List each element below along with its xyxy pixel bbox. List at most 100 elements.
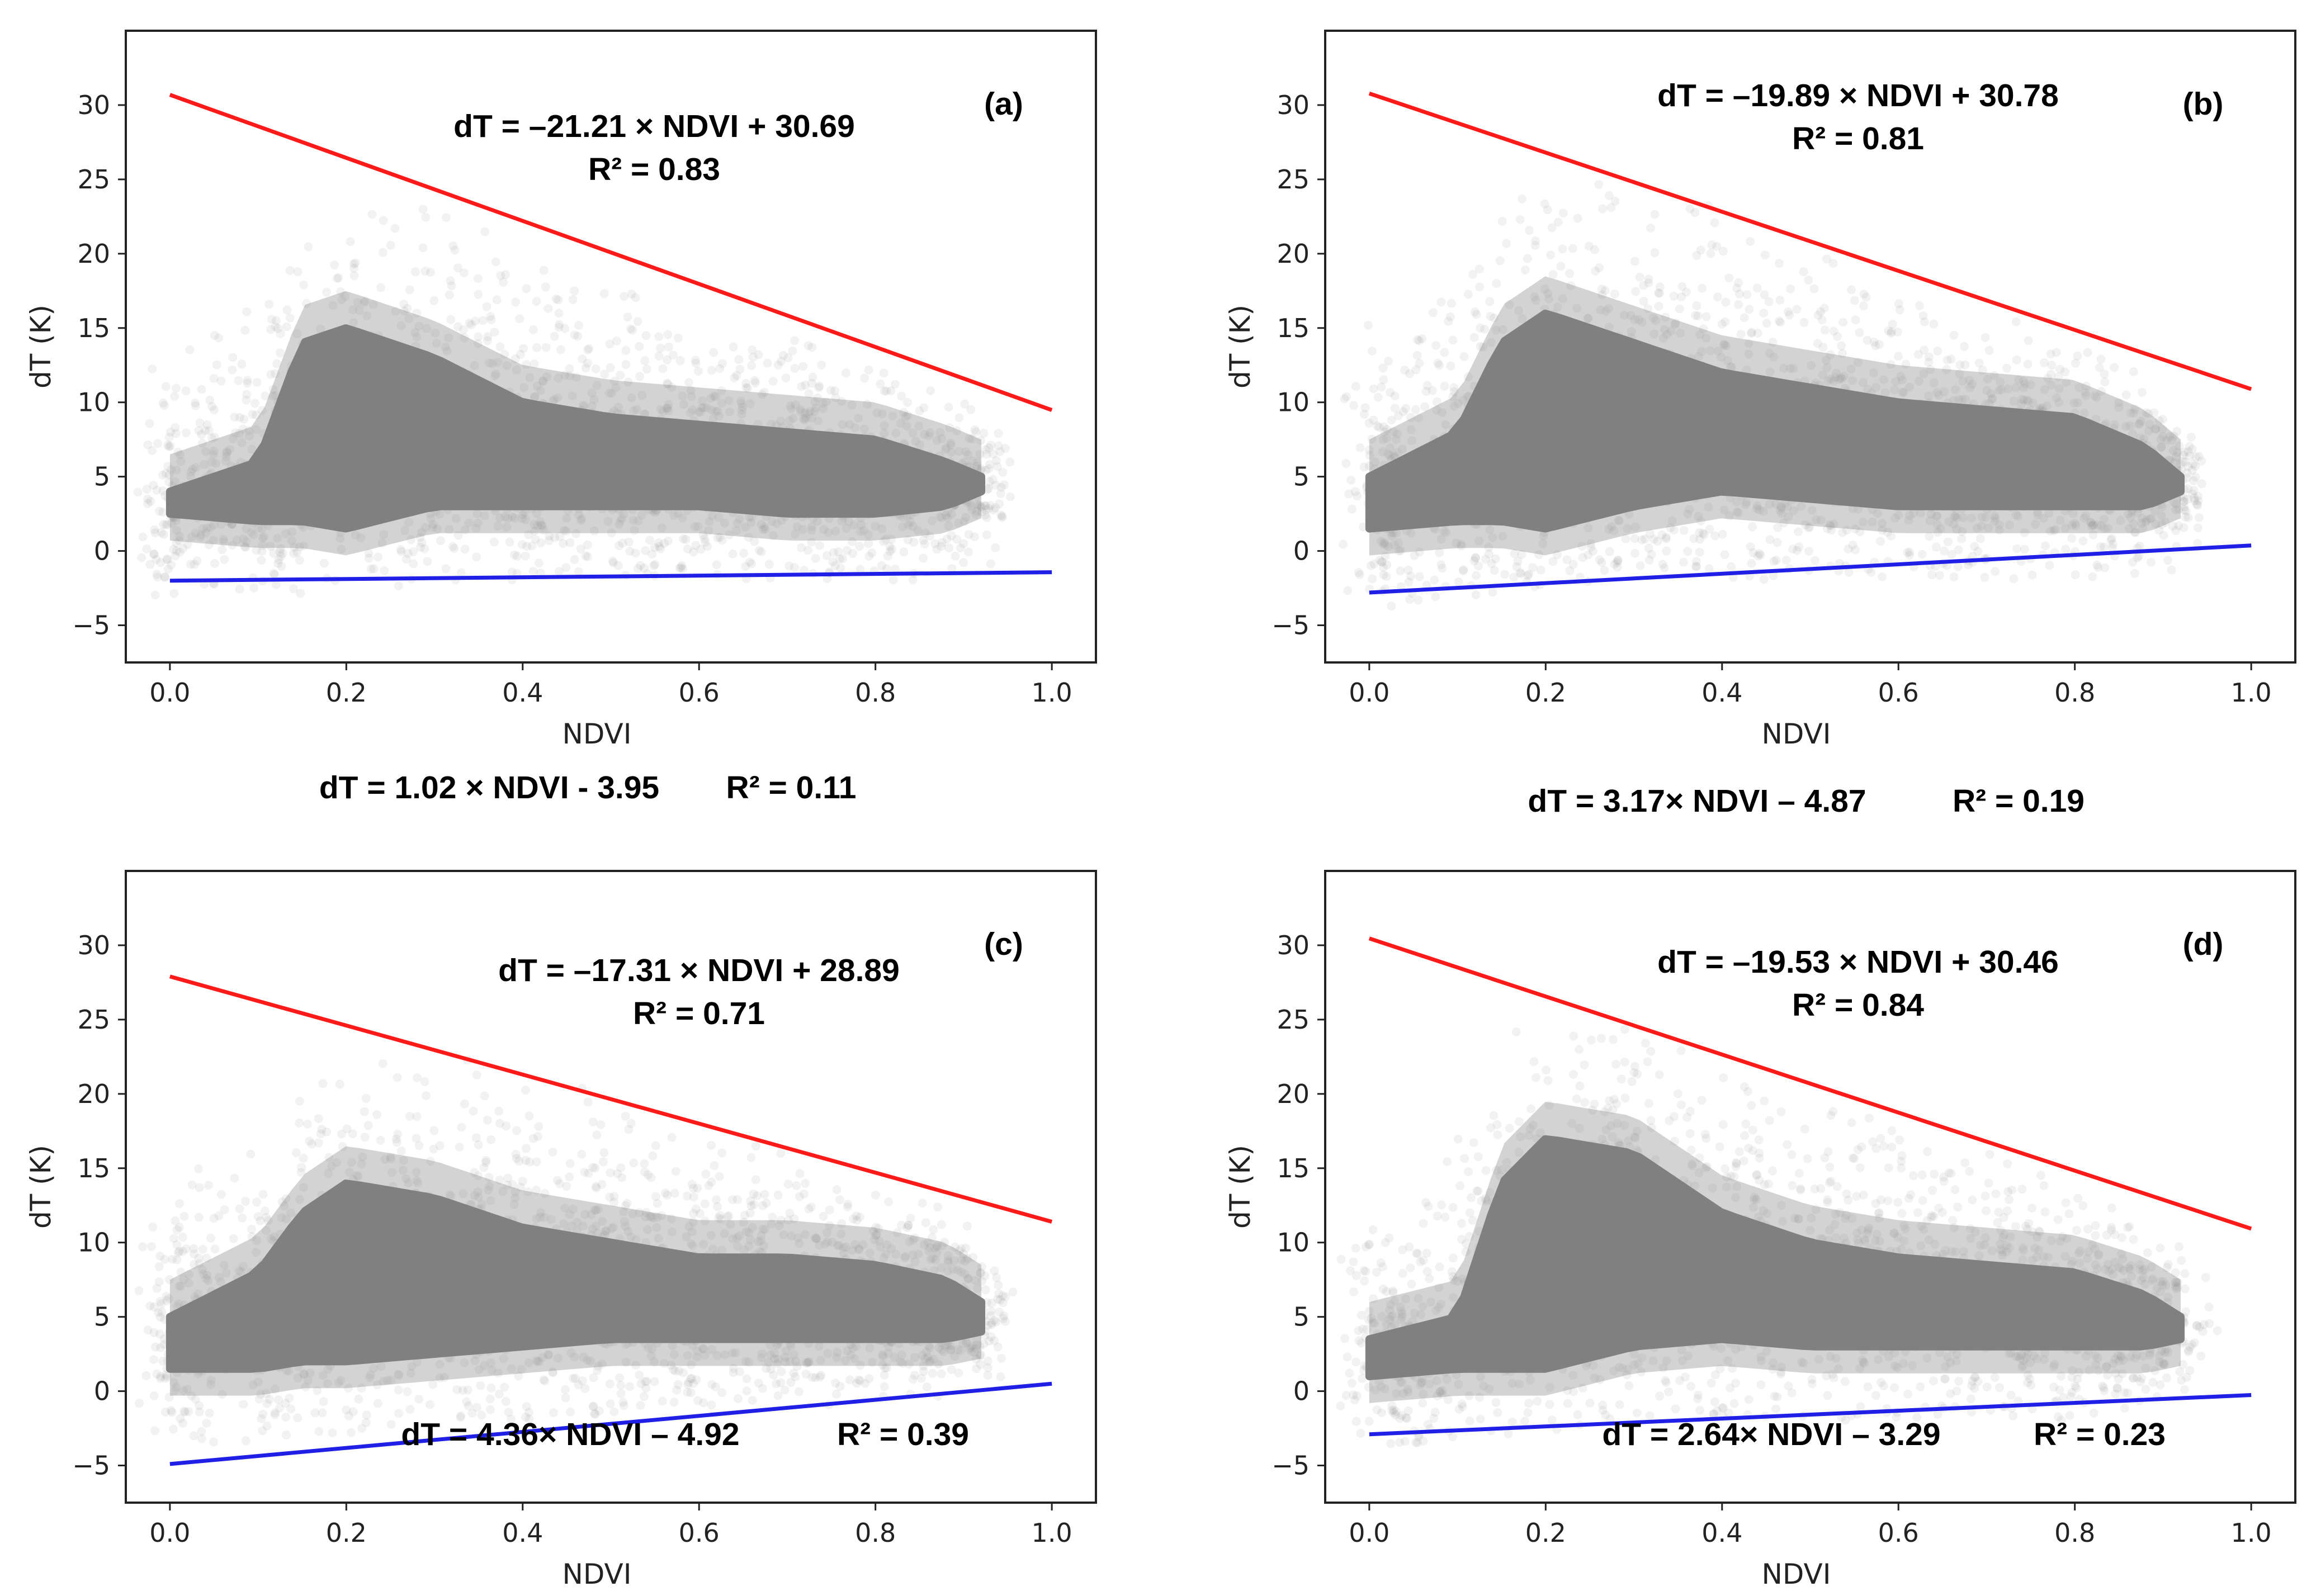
- scatter-points: [1336, 1025, 2222, 1448]
- lower-fit-r2: R² = 0.39: [837, 1417, 969, 1452]
- lower-fit-line: [169, 570, 1052, 583]
- lower-fit-equation: dT = 4.36× NDVI – 4.92: [401, 1417, 739, 1452]
- x-tick-label: 0.2: [326, 1518, 367, 1548]
- y-tick-label: 5: [94, 1302, 110, 1332]
- scatter-density-core: [1365, 309, 2185, 533]
- y-tick-label: 30: [1277, 930, 1310, 960]
- y-tick-label: 10: [1277, 387, 1310, 418]
- y-axis-label: dT (K): [1224, 1145, 1256, 1229]
- upper-fit-r2: R² = 0.84: [1792, 987, 1924, 1023]
- x-tick-label: 0.6: [1878, 1518, 1919, 1548]
- x-tick-label: 0.6: [679, 678, 720, 708]
- y-tick-label: 30: [1277, 90, 1310, 120]
- upper-fit-equation: dT = –19.89 × NDVI + 30.78: [1657, 78, 2059, 113]
- x-tick-label: 0.0: [1349, 1518, 1389, 1548]
- x-axis-label: NDVI: [1762, 718, 1831, 750]
- upper-fit-r2: R² = 0.83: [588, 151, 720, 187]
- y-tick-label: 15: [1277, 313, 1310, 343]
- x-tick-label: 1.0: [2231, 678, 2272, 708]
- scatter-density-core: [1365, 1135, 2185, 1380]
- y-tick-label: 10: [77, 1228, 110, 1258]
- x-tick-label: 0.8: [2054, 1518, 2095, 1548]
- lower-fit-r2: R² = 0.23: [2034, 1417, 2166, 1452]
- x-tick-label: 0.6: [1878, 678, 1919, 708]
- plot-frame: [1324, 30, 2296, 664]
- x-tick-label: 0.4: [1701, 1518, 1742, 1548]
- y-tick-label: 5: [1293, 462, 1310, 492]
- lower-fit-equation: dT = 1.02 × NDVI - 3.95: [319, 770, 659, 806]
- lower-fit-line: [1369, 543, 2252, 595]
- y-tick-label: 20: [77, 1079, 110, 1109]
- y-tick-label: 0: [94, 1376, 110, 1406]
- y-tick-label: 15: [77, 1153, 110, 1183]
- lower-fit-line: [169, 1381, 1052, 1466]
- y-tick-label: 0: [94, 536, 110, 566]
- x-tick-label: 0.4: [502, 1518, 543, 1548]
- scatter-density-core: [166, 324, 985, 533]
- x-tick-label: 0.8: [855, 1518, 896, 1548]
- y-tick-label: 15: [1277, 1153, 1310, 1183]
- x-tick-label: 0.4: [502, 678, 543, 708]
- y-axis-label: dT (K): [1224, 305, 1256, 389]
- x-tick-label: 0.8: [855, 678, 896, 708]
- y-tick-label: 25: [1277, 1005, 1310, 1035]
- panel-label: (d): [2183, 926, 2224, 962]
- y-tick-label: 15: [77, 313, 110, 343]
- chart-panel-b: 0.0 0.2 0.4 0.6 0.8 1.0 −5 0 5 10 15 20 25 30 NDVI dT (…: [1224, 30, 2296, 819]
- y-tick-label: 25: [1277, 164, 1310, 195]
- upper-fit-line: [1368, 91, 2252, 391]
- x-tick-label: 1.0: [1032, 678, 1072, 708]
- y-tick-label: 25: [77, 1005, 110, 1035]
- scatter-points: [1339, 180, 2206, 611]
- panel-label: (b): [2183, 86, 2224, 122]
- y-tick-label: −5: [72, 1451, 110, 1481]
- y-tick-label: 20: [1277, 239, 1310, 269]
- panel-label: (c): [984, 926, 1023, 962]
- plot-frame: [125, 870, 1097, 1504]
- x-axis-label: NDVI: [1762, 1558, 1831, 1590]
- y-tick-label: −5: [72, 610, 110, 641]
- y-axis-label: dT (K): [25, 305, 57, 389]
- x-tick-label: 0.0: [149, 1518, 190, 1548]
- panel-label: (a): [984, 86, 1023, 122]
- y-tick-label: 0: [1293, 1376, 1310, 1406]
- y-tick-label: −5: [1272, 610, 1310, 641]
- plot-frame: [1324, 870, 2296, 1504]
- upper-fit-line: [169, 93, 1053, 412]
- upper-fit-equation: dT = –19.53 × NDVI + 30.46: [1657, 944, 2059, 980]
- y-tick-label: 30: [77, 930, 110, 960]
- lower-fit-equation: dT = 3.17× NDVI – 4.87: [1528, 783, 1866, 819]
- x-axis-label: NDVI: [563, 718, 632, 750]
- y-tick-label: 20: [77, 239, 110, 269]
- x-tick-label: 0.2: [1525, 1518, 1566, 1548]
- chart-panel-c: 0.0 0.2 0.4 0.6 0.8 1.0 −5 0 5 10 15 20 25 30 NDVI dT (…: [25, 870, 1097, 1590]
- lower-fit-r2: R² = 0.11: [726, 770, 857, 806]
- y-tick-label: 10: [1277, 1228, 1310, 1258]
- upper-fit-equation: dT = –17.31 × NDVI + 28.89: [498, 953, 900, 988]
- lower-fit-equation: dT = 2.64× NDVI – 3.29: [1602, 1417, 1940, 1452]
- upper-fit-line: [1368, 936, 2252, 1231]
- chart-panel-a: 0.0 0.2 0.4 0.6 0.8 1.0 −5 0 5 10 15 20 25 30 NDVI dT (…: [25, 30, 1097, 806]
- y-tick-label: 5: [94, 462, 110, 492]
- x-tick-label: 0.0: [149, 678, 190, 708]
- y-tick-label: 5: [1293, 1302, 1310, 1332]
- scatter-density-core: [166, 1180, 985, 1373]
- upper-fit-line: [169, 974, 1053, 1224]
- upper-fit-r2: R² = 0.81: [1792, 121, 1924, 157]
- x-tick-label: 1.0: [2231, 1518, 2272, 1548]
- lower-fit-line: [1369, 1393, 2252, 1437]
- plot-frame: [125, 30, 1097, 664]
- x-tick-label: 0.2: [326, 678, 367, 708]
- chart-panel-d: 0.0 0.2 0.4 0.6 0.8 1.0 −5 0 5 10 15 20 25 30 NDVI dT (…: [1224, 870, 2296, 1590]
- upper-fit-r2: R² = 0.71: [633, 996, 765, 1031]
- x-tick-label: 0.0: [1349, 678, 1389, 708]
- y-tick-label: 0: [1293, 536, 1310, 566]
- scatter-points: [134, 1055, 1018, 1447]
- x-tick-label: 0.2: [1525, 678, 1566, 708]
- y-tick-label: 10: [77, 387, 110, 418]
- y-tick-label: 20: [1277, 1079, 1310, 1109]
- y-tick-label: 30: [77, 90, 110, 120]
- x-tick-label: 1.0: [1032, 1518, 1072, 1548]
- y-axis-label: dT (K): [25, 1145, 57, 1229]
